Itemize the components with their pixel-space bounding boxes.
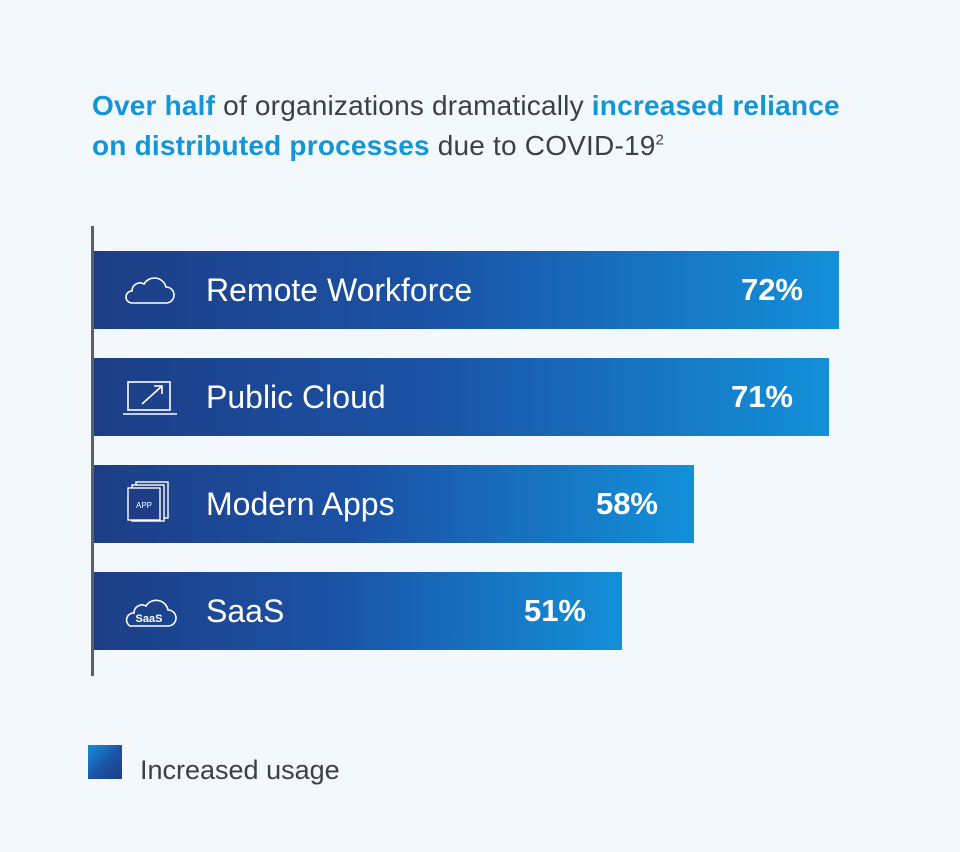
bar-value-label: 72% (740, 272, 803, 307)
title-highlight-1: Over half (92, 90, 216, 121)
svg-text:APP: APP (136, 501, 152, 510)
bar-label: SaaS (206, 593, 285, 629)
bar-value-label: 51% (523, 593, 586, 628)
bar-remote-workforce: Remote Workforce 72% (94, 251, 839, 329)
chart-title: Over half of organizations dramatically … (92, 86, 852, 166)
saas-cloud-icon: SaaS (125, 599, 177, 627)
laptop-icon (123, 381, 177, 415)
bar-label: Modern Apps (206, 486, 395, 522)
y-axis-line (91, 226, 94, 676)
title-text-2: due to COVID-19 (429, 130, 656, 161)
bar-value-label: 58% (595, 486, 658, 521)
bar-modern-apps: APP Modern Apps 58% (94, 465, 694, 543)
title-highlight-2: increased reliance on distributed proces… (92, 90, 840, 161)
app-stack-icon: APP (127, 481, 169, 522)
bar-value-label: 71% (730, 379, 793, 414)
legend-label: Increased usage (140, 755, 340, 785)
bar-saas: SaaS SaaS 51% (94, 572, 622, 650)
cloud-icon (125, 277, 175, 304)
title-text-1: of organizations dramatically (215, 90, 592, 121)
bar-label: Remote Workforce (206, 272, 473, 308)
bar-label: Public Cloud (206, 379, 386, 415)
svg-text:SaaS: SaaS (136, 613, 163, 625)
bar-public-cloud: Public Cloud 71% (94, 358, 829, 436)
title-footnote: 2 (655, 131, 665, 149)
legend-swatch (88, 745, 122, 779)
